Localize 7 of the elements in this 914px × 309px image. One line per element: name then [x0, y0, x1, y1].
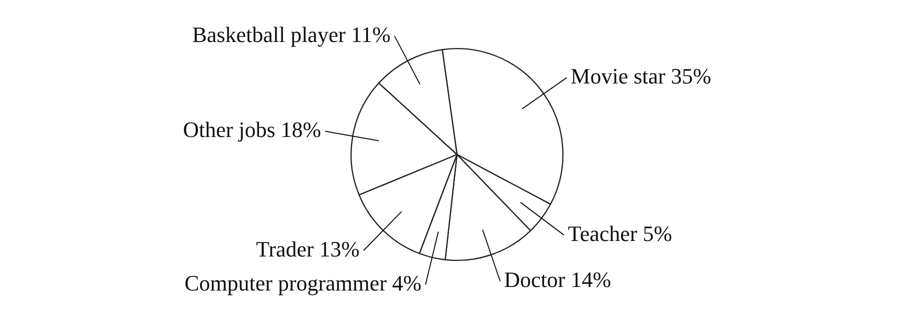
slice-label: Teacher 5% — [568, 220, 672, 246]
slice-label: Basketball player 11% — [192, 22, 391, 47]
slice-label: Trader 13% — [256, 236, 360, 262]
slice-label: Doctor 14% — [504, 267, 612, 292]
slice-label: Movie star 35% — [570, 63, 712, 88]
slice-label: Computer programmer 4% — [184, 270, 422, 296]
slice-label: Other jobs 18% — [183, 117, 322, 142]
